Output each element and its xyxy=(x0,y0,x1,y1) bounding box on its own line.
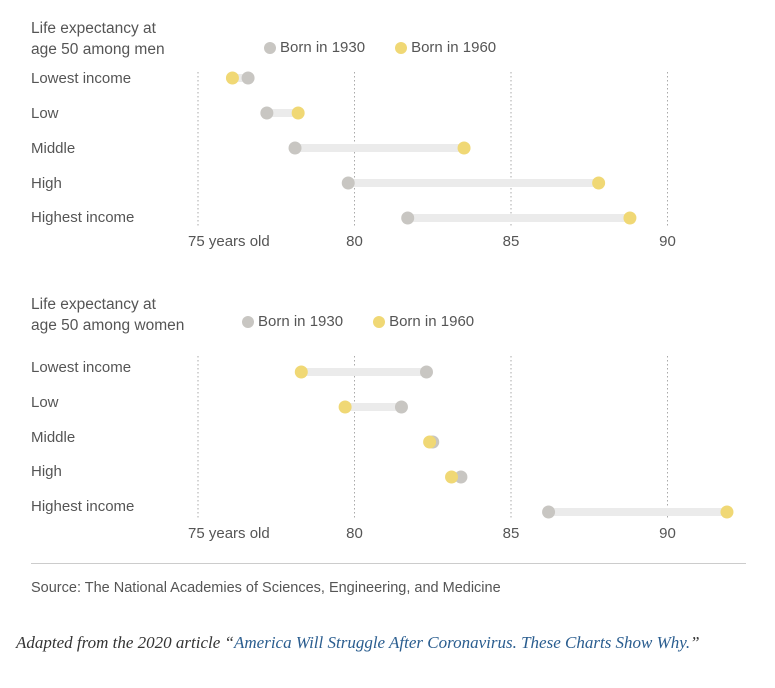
men-dot-1930-1 xyxy=(260,106,274,120)
women-dot-1930-3 xyxy=(454,470,468,484)
article-link[interactable]: America Will Struggle After Coronavirus.… xyxy=(234,633,691,652)
men-chart-title-line-2: age 50 among men xyxy=(31,41,165,58)
legend-label-1960: Born in 1960 xyxy=(389,313,475,330)
men-dot-1930-4 xyxy=(401,211,415,225)
men-tick-label-75: 75 years old xyxy=(188,233,270,250)
men-tick-label-90: 90 xyxy=(659,233,676,250)
women-dot-1960-1 xyxy=(338,400,352,414)
women-row-label-highest: Highest income xyxy=(31,498,135,515)
men-dot-1930-3 xyxy=(341,176,355,190)
legend-label-1930: Born in 1930 xyxy=(280,39,366,56)
men-dot-1960-0 xyxy=(225,71,239,85)
women-dot-1930-1 xyxy=(394,400,408,414)
men-row-label-lowest: Lowest income xyxy=(31,70,132,87)
men-chart-panel: Life expectancy at age 50 among men Born… xyxy=(0,0,775,280)
men-row-label-low: Low xyxy=(31,105,59,122)
legend-dot-1930 xyxy=(264,41,276,54)
women-legend: Born in 1930 Born in 1960 xyxy=(242,313,474,330)
men-chart-title-line-1: Life expectancy at xyxy=(31,20,156,37)
women-row-label-high: High xyxy=(31,463,62,480)
women-row-label-middle: Middle xyxy=(31,429,76,446)
women-chart-title-line-1: Life expectancy at xyxy=(31,296,156,313)
women-chart-panel: Life expectancy at age 50 among women Bo… xyxy=(0,290,775,560)
legend-dot-1960 xyxy=(373,315,386,328)
women-tick-label-80: 80 xyxy=(346,525,363,542)
women-chart-title: Life expectancy at age 50 among women xyxy=(31,294,184,336)
legend-label-1960: Born in 1960 xyxy=(411,39,497,56)
women-dot-1960-4 xyxy=(720,505,734,519)
women-dot-1960-3 xyxy=(445,470,459,484)
credit-suffix: ” xyxy=(690,633,700,652)
men-dot-1960-4 xyxy=(623,211,637,225)
women-dot-1960-0 xyxy=(294,365,308,379)
men-row-label-highest: Highest income xyxy=(31,209,135,226)
men-row-label-high: High xyxy=(31,175,62,192)
women-plot: 75 years old 80 85 90 xyxy=(188,356,734,542)
women-tick-label-90: 90 xyxy=(659,525,676,542)
legend-label-1930: Born in 1930 xyxy=(258,313,344,330)
men-legend: Born in 1930 Born in 1960 xyxy=(264,39,496,56)
credit-prefix: Adapted from the 2020 article “ xyxy=(16,633,234,652)
men-chart-title: Life expectancy at age 50 among men xyxy=(31,18,165,60)
men-dot-1960-3 xyxy=(592,176,606,190)
women-tick-label-85: 85 xyxy=(503,525,520,542)
men-dot-1930-0 xyxy=(241,71,255,85)
men-tick-label-85: 85 xyxy=(503,233,520,250)
source-note: Source: The National Academies of Scienc… xyxy=(31,580,501,596)
men-row-label-middle: Middle xyxy=(31,140,76,157)
women-dot-1930-4 xyxy=(542,505,556,519)
men-plot: 75 years old 80 85 90 xyxy=(188,71,676,250)
men-tick-label-80: 80 xyxy=(346,233,363,250)
women-chart-title-line-2: age 50 among women xyxy=(31,317,185,334)
men-dot-1960-1 xyxy=(291,106,305,120)
article-credit: Adapted from the 2020 article “America W… xyxy=(16,630,736,656)
legend-dot-1930 xyxy=(242,315,254,328)
women-row-label-lowest: Lowest income xyxy=(31,359,132,376)
men-dot-1930-2 xyxy=(288,141,302,155)
women-dot-1960-2 xyxy=(423,435,437,449)
divider xyxy=(31,563,746,564)
legend-dot-1960 xyxy=(395,41,408,54)
men-dot-1960-2 xyxy=(457,141,471,155)
women-dot-1930-0 xyxy=(419,365,433,379)
women-row-label-low: Low xyxy=(31,394,59,411)
women-tick-label-75: 75 years old xyxy=(188,525,270,542)
